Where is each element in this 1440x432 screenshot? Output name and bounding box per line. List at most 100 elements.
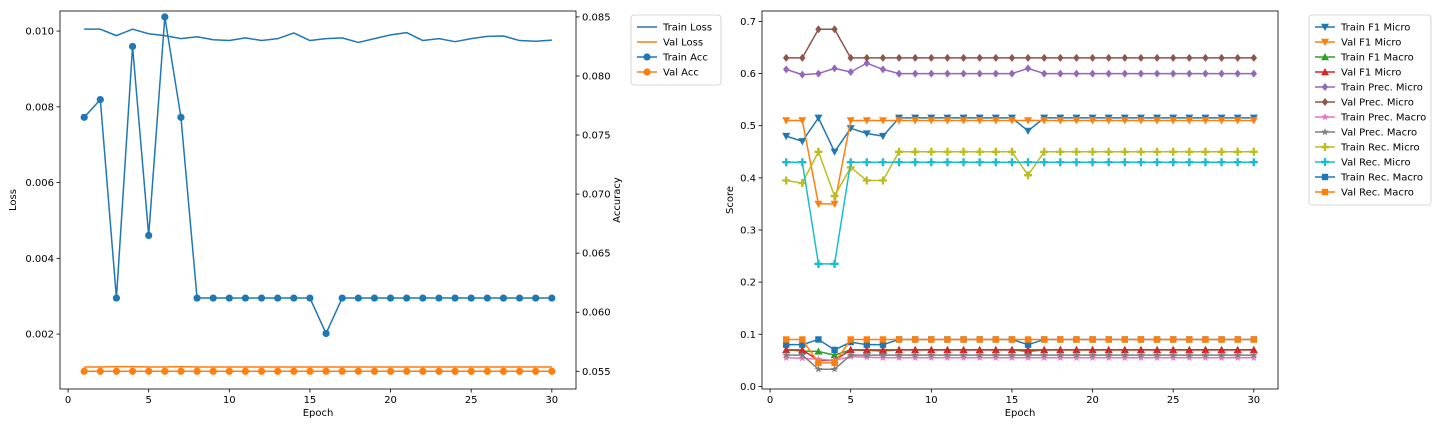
legend-frame [1308, 14, 1432, 206]
data-point [895, 53, 903, 62]
data-point [1008, 69, 1016, 78]
data-point [830, 192, 839, 201]
data-point [1185, 353, 1194, 361]
data-point [1137, 351, 1145, 359]
x-tick-label: 5 [848, 395, 854, 406]
data-point [177, 367, 185, 375]
data-point [1120, 147, 1129, 156]
data-point [548, 367, 556, 375]
data-point [257, 367, 266, 375]
legend-label: Train Acc [662, 53, 708, 64]
data-point [863, 53, 871, 62]
data-point [879, 53, 887, 62]
data-point [80, 113, 88, 121]
y-axis-label: Score [725, 186, 736, 214]
data-point [911, 345, 920, 354]
data-point [1024, 351, 1032, 359]
axes: 0 5 10 15 20 25 30 0.002 0.004 0.006 0.008 0.010 0.0… [8, 10, 623, 419]
data-point [782, 176, 791, 185]
x-tick-label: 30 [1247, 395, 1260, 406]
data-point [467, 294, 475, 302]
data-point [1218, 336, 1225, 343]
data-point [1089, 53, 1096, 62]
y-tick-label: 0.002 [25, 330, 54, 341]
data-point [1089, 336, 1096, 343]
legend-item: Val Rec. Macro [1315, 188, 1414, 199]
data-point [1056, 117, 1065, 125]
data-point [1024, 171, 1033, 180]
y-tick-label: 0.4 [740, 173, 756, 184]
data-point [257, 294, 266, 302]
data-point [879, 341, 887, 348]
data-point [878, 345, 887, 354]
data-point [1089, 69, 1096, 78]
data-point [782, 158, 791, 167]
legend-item: Train F1 Macro [1315, 53, 1414, 64]
data-point [1024, 345, 1033, 354]
data-point [290, 294, 298, 302]
data-point [1056, 351, 1065, 359]
x-tick-label: 15 [304, 395, 317, 406]
data-point [1233, 345, 1242, 354]
data-point [798, 354, 807, 362]
data-point [1088, 117, 1097, 125]
data-point [943, 351, 952, 359]
data-point [992, 353, 1000, 361]
data-point [943, 158, 952, 167]
data-point [799, 70, 806, 79]
legend-item: Val Rec. Micro [1315, 158, 1411, 169]
data-point [1217, 147, 1226, 156]
data-point [928, 53, 935, 62]
data-point [1153, 117, 1162, 125]
data-point [960, 336, 967, 343]
data-point [927, 117, 936, 125]
data-point [895, 353, 903, 361]
x-tick-label: 10 [223, 395, 236, 406]
data-point [927, 158, 936, 167]
plot-frame [761, 10, 1279, 390]
data-point [1153, 158, 1162, 167]
data-point [290, 367, 298, 375]
data-point [1201, 351, 1210, 359]
data-point [975, 147, 984, 156]
series-line [785, 117, 1254, 153]
data-point [959, 158, 968, 167]
data-point [1072, 351, 1081, 359]
data-point [515, 367, 524, 375]
y2-tick-label: 0.070 [582, 190, 611, 201]
data-point [338, 294, 346, 302]
data-point [1105, 53, 1112, 62]
legend-label: Train F1 Micro [1340, 23, 1410, 34]
data-point [1007, 345, 1016, 354]
legend-swatch-marker [1321, 83, 1329, 91]
legend-label: Val Loss [663, 38, 703, 49]
series-val-rec-micro [782, 158, 1258, 268]
data-point [1153, 147, 1162, 156]
data-point [911, 336, 919, 343]
data-point [1104, 353, 1113, 361]
legend-item: Train Loss [637, 23, 712, 34]
data-point [532, 367, 540, 375]
data-point [959, 345, 968, 354]
legend-label: Val Rec. Micro [1341, 158, 1411, 169]
data-point [862, 345, 871, 354]
data-point [814, 147, 823, 156]
data-point [1104, 147, 1113, 156]
data-point [911, 117, 920, 125]
data-point [1105, 336, 1112, 343]
data-point [1153, 353, 1161, 361]
data-point [96, 95, 104, 104]
series-val-acc [80, 367, 556, 375]
data-point [1202, 53, 1209, 62]
data-point [128, 367, 137, 375]
data-point [830, 365, 839, 373]
data-point [80, 367, 88, 375]
x-tick-label: 30 [545, 395, 558, 406]
data-point [532, 294, 540, 302]
data-point [1120, 158, 1129, 167]
data-point [959, 353, 968, 361]
data-point [798, 351, 807, 359]
data-point [1088, 345, 1097, 354]
data-point [815, 25, 822, 34]
y-tick-label: 0.004 [25, 254, 54, 265]
